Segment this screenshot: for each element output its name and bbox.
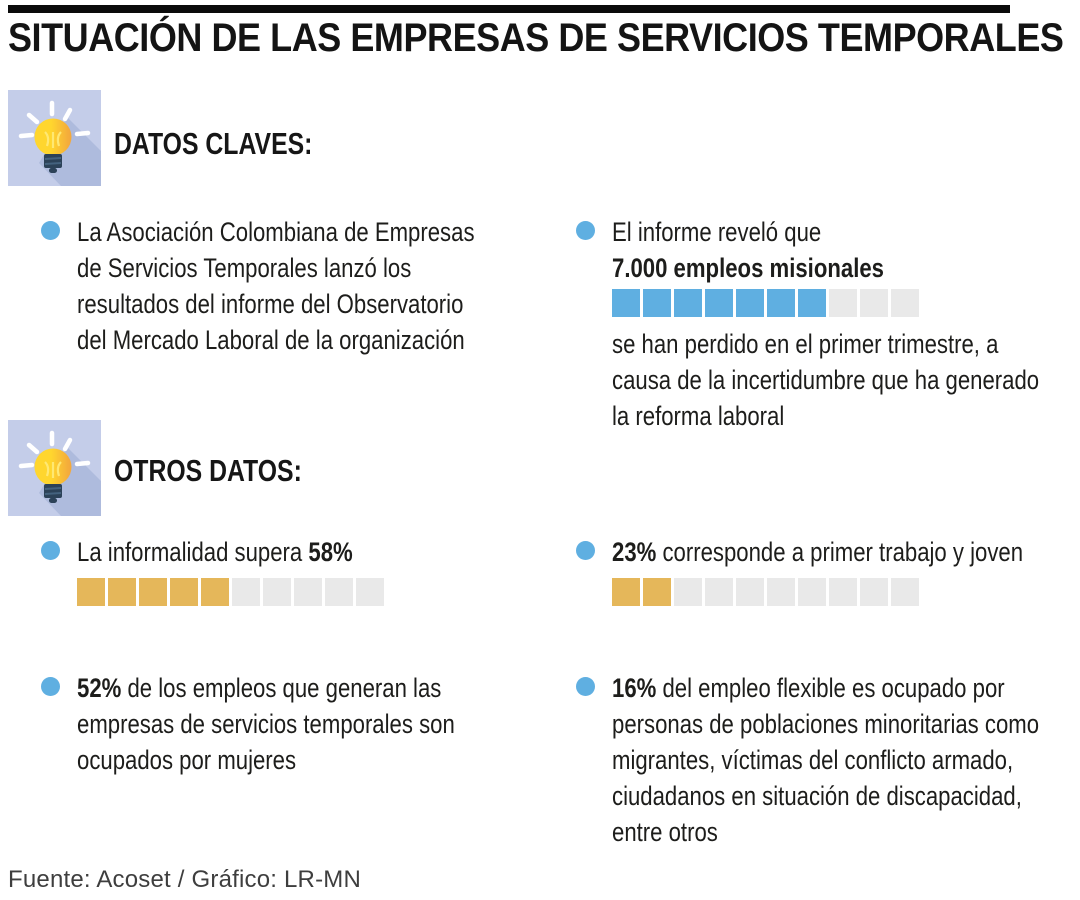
bullet-bold-value: 52% — [77, 673, 122, 703]
empty-square — [232, 578, 260, 606]
bulb-base-tip — [49, 498, 57, 503]
bullet-text: 23% corresponde a primer trabajo y joven — [612, 534, 1080, 570]
bullet-intro-text: El informe reveló que — [612, 217, 822, 247]
bullet-text-rest: de los empleos que generan las empresas … — [77, 673, 455, 775]
pictograph-informalidad — [77, 578, 677, 606]
bullet-dot — [576, 541, 595, 560]
page-title: SITUACIÓN DE LAS EMPRESAS DE SERVICIOS T… — [8, 16, 1064, 60]
filled-square — [612, 289, 640, 317]
bullet-text-lead: La informalidad supera — [77, 537, 309, 567]
bullet-text: 16% del empleo flexible es ocupado por p… — [612, 670, 1080, 850]
empty-square — [798, 578, 826, 606]
bullet-item-informalidad: La informalidad supera 58% — [41, 534, 561, 614]
bulb-base-tip — [49, 168, 57, 173]
bullet-dot — [576, 677, 595, 696]
filled-square — [798, 289, 826, 317]
bullet-dot — [576, 221, 595, 240]
light-rays — [18, 100, 91, 139]
bullet-dot — [41, 677, 60, 696]
lightbulb-icon-svg — [8, 90, 101, 186]
bullet-bold-value: 23% — [612, 537, 657, 567]
bullet-item-mujeres: 52% de los empleos que generan las empre… — [41, 670, 561, 778]
bullet-content: 52% de los empleos que generan las empre… — [77, 670, 677, 778]
light-rays — [18, 430, 91, 469]
bulb-base — [44, 484, 62, 498]
bulb-base-stripes — [44, 487, 62, 495]
filled-square — [736, 289, 764, 317]
section-heading-key-facts: DATOS CLAVES: — [114, 126, 313, 161]
bullet-dot — [41, 541, 60, 560]
bulb-base-stripes — [44, 157, 62, 165]
empty-square — [860, 578, 888, 606]
section-heading-other-facts: OTROS DATOS: — [114, 453, 302, 488]
bullet-content: La informalidad supera 58% — [77, 534, 677, 614]
bullet-text-rest: corresponde a primer trabajo y joven — [656, 537, 1024, 567]
filled-square — [139, 578, 167, 606]
bullet-content: 23% corresponde a primer trabajo y joven — [612, 534, 1080, 614]
filled-square — [201, 578, 229, 606]
source-credit: Fuente: Acoset / Gráfico: LR-MN — [8, 866, 361, 893]
empty-square — [263, 578, 291, 606]
bullet-highlight-text: 7.000 empleos misionales — [612, 253, 884, 283]
lightbulb-icon — [8, 420, 101, 516]
filled-square — [643, 289, 671, 317]
bullet-text: La informalidad supera 58% — [77, 534, 569, 570]
empty-square — [356, 578, 384, 606]
bulb-filament — [44, 461, 62, 478]
bullet-text: se han perdido en el primer trimestre, a… — [612, 329, 1040, 431]
empty-square — [325, 578, 353, 606]
bullet-item-informe: El informe reveló que 7.000 empleos misi… — [576, 214, 1076, 434]
empty-square — [891, 578, 919, 606]
bullet-content: El informe reveló que 7.000 empleos misi… — [612, 214, 1080, 434]
filled-square — [170, 578, 198, 606]
empty-square — [891, 289, 919, 317]
filled-square — [77, 578, 105, 606]
bullet-bold-value: 58% — [308, 537, 353, 567]
empty-square — [829, 289, 857, 317]
bullet-text: La Asociación Colombiana de Empresas de … — [77, 217, 475, 355]
bullet-bold-value: 16% — [612, 673, 657, 703]
empty-square — [736, 578, 764, 606]
filled-square — [612, 578, 640, 606]
bullet-content: La Asociación Colombiana de Empresas de … — [77, 214, 677, 358]
empty-square — [705, 578, 733, 606]
filled-square — [108, 578, 136, 606]
empty-square — [829, 578, 857, 606]
empty-square — [860, 289, 888, 317]
filled-square — [674, 289, 702, 317]
bullet-text: 52% de los empleos que generan las empre… — [77, 670, 569, 778]
bullet-item-asociacion: La Asociación Colombiana de Empresas de … — [41, 214, 561, 358]
bullet-item-poblaciones-minoritarias: 16% del empleo flexible es ocupado por p… — [576, 670, 1076, 850]
bullet-content: 16% del empleo flexible es ocupado por p… — [612, 670, 1080, 850]
empty-square — [674, 578, 702, 606]
bullet-item-primer-trabajo: 23% corresponde a primer trabajo y joven — [576, 534, 1076, 614]
bulb-base — [44, 154, 62, 168]
empty-square — [767, 578, 795, 606]
pictograph-empleos-misionales — [612, 289, 1080, 317]
lightbulb-icon-svg — [8, 420, 101, 516]
bulb-filament — [44, 131, 62, 148]
top-rule — [8, 5, 1010, 13]
empty-square — [294, 578, 322, 606]
bullet-dot — [41, 221, 60, 240]
filled-square — [767, 289, 795, 317]
bullet-text-rest: del empleo flexible es ocupado por perso… — [612, 673, 1040, 847]
pictograph-primer-trabajo — [612, 578, 1080, 606]
filled-square — [705, 289, 733, 317]
lightbulb-icon — [8, 90, 101, 186]
filled-square — [643, 578, 671, 606]
